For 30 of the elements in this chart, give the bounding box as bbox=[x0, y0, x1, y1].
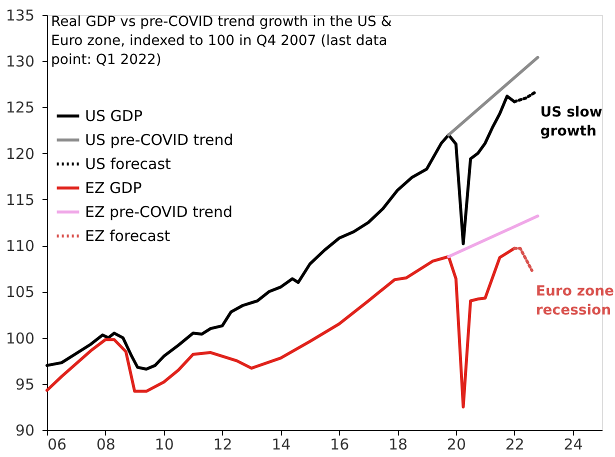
y-tick-label: 95 bbox=[15, 375, 34, 394]
x-tick-label: 20 bbox=[446, 436, 466, 454]
x-tick-label: 06 bbox=[48, 436, 67, 454]
y-tick-label: 130 bbox=[6, 52, 34, 71]
legend-label: US GDP bbox=[85, 107, 142, 125]
text: Real GDP vs pre-COVID trend growth in the US & Euro zone, indexed to 100 in Q4 2007 (last data point: Q1 2022) bbox=[51, 14, 392, 68]
x-tick-label: 24 bbox=[564, 436, 583, 454]
x-tick-label: 08 bbox=[96, 436, 116, 454]
x-tick-label: 22 bbox=[505, 436, 524, 454]
annotation: US slow growth bbox=[540, 104, 602, 140]
y-tick-label: 125 bbox=[6, 98, 34, 117]
y-tick-label: 110 bbox=[6, 237, 34, 256]
legend-label: US pre-COVID trend bbox=[85, 131, 234, 149]
legend-label: US forecast bbox=[85, 155, 172, 173]
y-tick-label: 135 bbox=[6, 6, 34, 24]
y-tick-label: 105 bbox=[6, 283, 34, 302]
y-tick-label: 90 bbox=[15, 422, 34, 440]
legend-label: EZ GDP bbox=[85, 179, 142, 197]
y-tick-label: 115 bbox=[6, 190, 34, 209]
x-tick-label: 12 bbox=[213, 436, 232, 454]
x-tick-label: 10 bbox=[154, 436, 174, 454]
legend-label: EZ forecast bbox=[85, 227, 170, 245]
annotation: Euro zone recession bbox=[536, 283, 614, 318]
y-tick-label: 120 bbox=[6, 144, 34, 163]
line-series bbox=[46, 246, 516, 408]
y-tick-label: 100 bbox=[6, 329, 34, 348]
x-tick-label: 14 bbox=[272, 436, 291, 454]
legend-label: EZ pre-COVID trend bbox=[85, 203, 233, 221]
x-tick-label: 16 bbox=[330, 436, 350, 454]
x-tick-label: 18 bbox=[388, 436, 408, 454]
